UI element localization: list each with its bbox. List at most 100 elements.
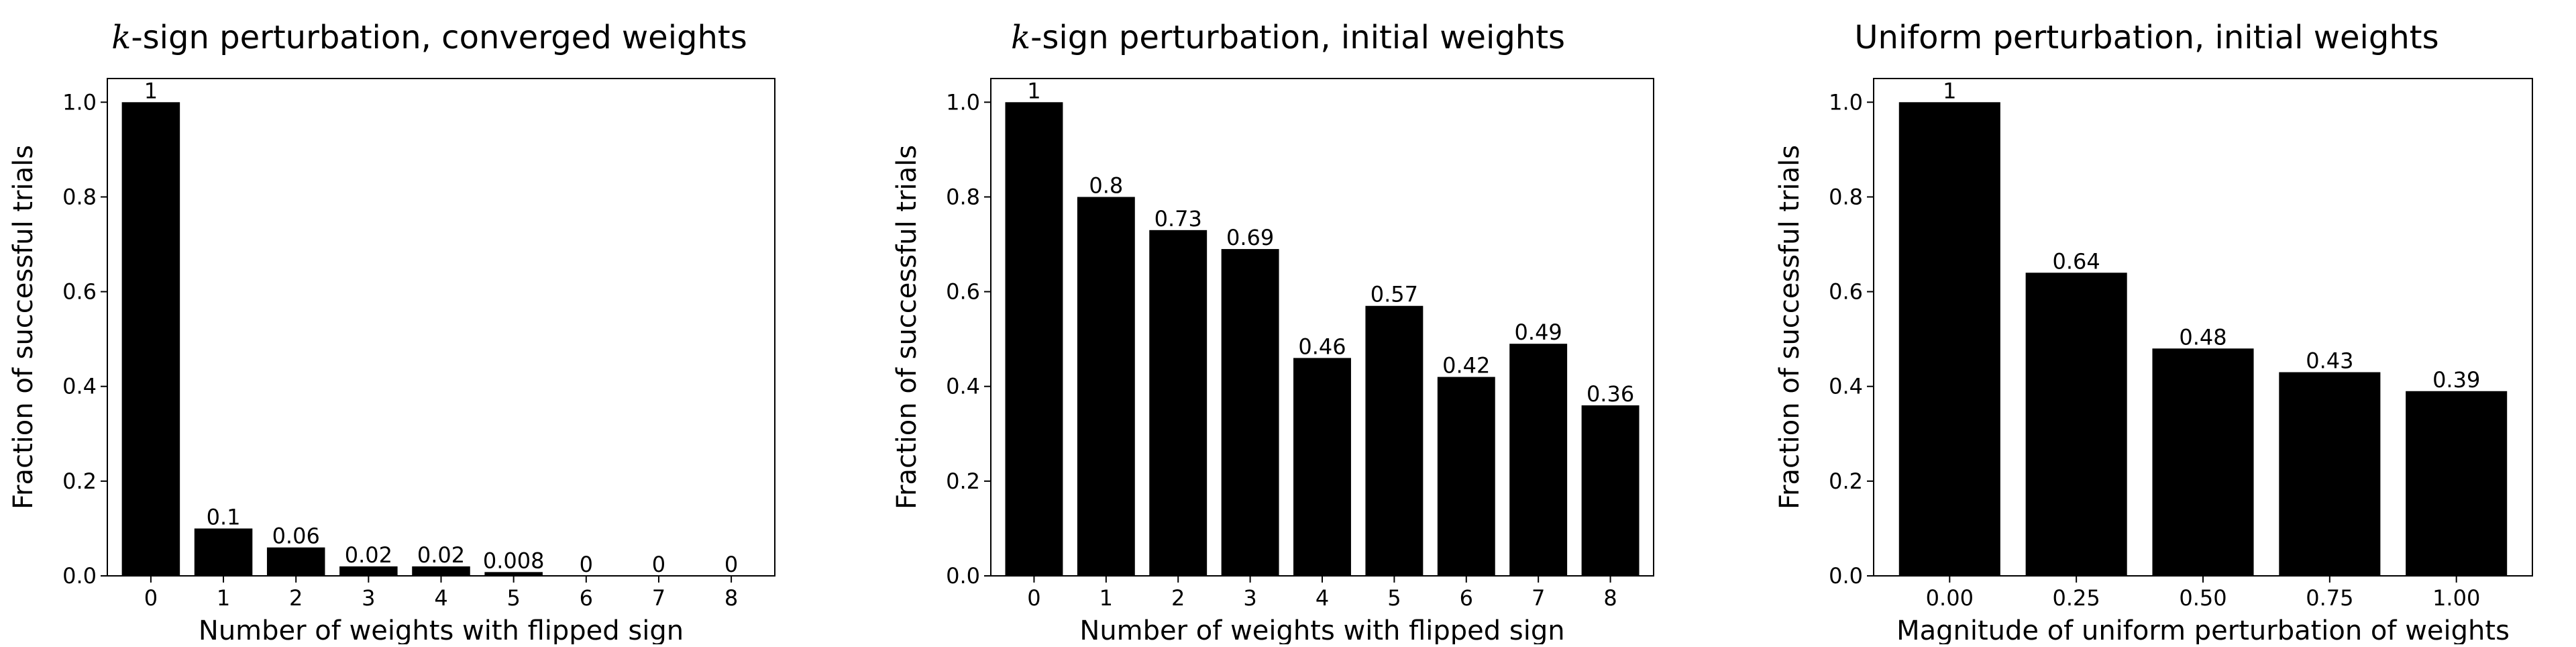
data-label: 0.1 bbox=[207, 504, 241, 530]
y-tick-label: 0.0 bbox=[946, 563, 980, 589]
plot-frame bbox=[107, 78, 775, 577]
y-tick-label: 0.8 bbox=[946, 184, 980, 209]
bars: 1 0.64 0.48 0.43 0.39 bbox=[1898, 78, 2508, 577]
chart-panel-uniform: Uniform perturbation, initial weights 1 0… bbox=[1717, 0, 2576, 646]
data-label: 0.64 bbox=[2053, 248, 2100, 274]
data-label: 0.02 bbox=[417, 542, 465, 568]
bar bbox=[1437, 377, 1495, 576]
y-axis: 0.0 0.2 0.4 0.6 0.8 1.0 bbox=[946, 89, 991, 589]
title-text: -sign perturbation, initial weights bbox=[1030, 19, 1566, 56]
title-variable: k bbox=[111, 19, 131, 56]
data-label: 0 bbox=[580, 552, 593, 577]
y-axis-label: Fraction of successful trials bbox=[8, 145, 39, 509]
x-tick-label: 1 bbox=[217, 585, 230, 611]
title-text: -sign perturbation, converged weights bbox=[131, 19, 747, 56]
y-axis: 0.0 0.2 0.4 0.6 0.8 1.0 bbox=[62, 89, 107, 589]
y-tick-label: 1.0 bbox=[1829, 89, 1863, 115]
y-tick-label: 0.8 bbox=[1829, 184, 1863, 209]
bar bbox=[1581, 405, 1640, 576]
bar bbox=[2152, 348, 2254, 576]
x-tick-label: 7 bbox=[652, 585, 665, 611]
data-label: 0.008 bbox=[483, 548, 545, 573]
bar bbox=[339, 566, 398, 576]
data-label: 0.49 bbox=[1515, 319, 1562, 345]
chart-svg: 1 0.1 0.06 0.02 0.02 0.008 0 0 0 0.0 0.2 0.4 0.6 0.8 1… bbox=[8, 78, 775, 646]
bars: 1 0.1 0.06 0.02 0.02 0.008 0 0 0 bbox=[121, 78, 738, 577]
data-label: 0.57 bbox=[1371, 282, 1418, 307]
chart-title: k-sign perturbation, converged weights bbox=[0, 19, 859, 56]
data-label: 1 bbox=[1027, 78, 1040, 103]
y-tick-label: 1.0 bbox=[62, 89, 97, 115]
chart-svg: 1 0.8 0.73 0.69 0.46 0.57 0.4 2 0.49 0.36 0.0 0.2 0.… bbox=[892, 78, 1654, 646]
y-tick-label: 0.2 bbox=[946, 468, 980, 494]
x-tick-label: 0.75 bbox=[2306, 585, 2353, 611]
data-label: 0 bbox=[724, 552, 738, 577]
y-tick-label: 0.6 bbox=[1829, 279, 1863, 305]
x-tick-label: 4 bbox=[434, 585, 447, 611]
chart-title: k-sign perturbation, initial weights bbox=[859, 19, 1717, 56]
y-tick-label: 0.8 bbox=[62, 184, 97, 209]
x-tick-label: 8 bbox=[724, 585, 738, 611]
data-label: 0.06 bbox=[272, 524, 320, 549]
x-tick-label: 5 bbox=[506, 585, 520, 611]
bar bbox=[1898, 102, 2000, 577]
bar bbox=[484, 572, 543, 576]
x-tick-label: 6 bbox=[580, 585, 593, 611]
data-label: 0.8 bbox=[1089, 172, 1123, 198]
y-tick-label: 0.4 bbox=[62, 374, 97, 399]
data-label: 0.02 bbox=[345, 542, 392, 568]
x-tick-label: 6 bbox=[1460, 585, 1473, 611]
data-label: 0.36 bbox=[1587, 381, 1634, 407]
bar bbox=[1293, 358, 1351, 576]
x-axis: 0.00 0.25 0.50 0.75 1.00 bbox=[1926, 576, 2480, 611]
x-tick-label: 2 bbox=[1171, 585, 1185, 611]
bar bbox=[194, 528, 253, 576]
data-label: 0.69 bbox=[1226, 225, 1274, 250]
data-label: 0.46 bbox=[1298, 334, 1346, 359]
bar bbox=[121, 102, 180, 577]
y-tick-label: 0.6 bbox=[62, 279, 97, 305]
data-label: 0.43 bbox=[2306, 348, 2353, 374]
y-tick-label: 1.0 bbox=[946, 89, 980, 115]
y-axis: 0.0 0.2 0.4 0.6 0.8 1.0 bbox=[1829, 89, 1874, 589]
y-axis-label: Fraction of successful trials bbox=[892, 145, 922, 509]
bars: 1 0.8 0.73 0.69 0.46 0.57 0.42 0.49 0.36 bbox=[1005, 78, 1640, 577]
x-tick-label: 0 bbox=[144, 585, 158, 611]
chart-title: Uniform perturbation, initial weights bbox=[1717, 19, 2576, 56]
title-variable: k bbox=[1010, 19, 1031, 56]
bar bbox=[2025, 272, 2127, 576]
x-tick-label: 0 bbox=[1027, 585, 1040, 611]
data-label: 0.39 bbox=[2432, 367, 2480, 393]
x-tick-label: 2 bbox=[289, 585, 303, 611]
y-tick-label: 0.4 bbox=[946, 374, 980, 399]
x-tick-label: 0.50 bbox=[2179, 585, 2226, 611]
x-tick-label: 1.00 bbox=[2432, 585, 2480, 611]
x-axis: 0 1 2 3 4 5 6 7 8 bbox=[144, 576, 738, 611]
x-tick-label: 4 bbox=[1316, 585, 1329, 611]
bar bbox=[1149, 230, 1208, 577]
x-axis: 0 1 2 3 4 5 6 7 8 bbox=[1027, 576, 1617, 611]
x-tick-label: 0.00 bbox=[1926, 585, 1974, 611]
x-axis-label: Magnitude of uniform perturbation of wei… bbox=[1896, 615, 2510, 644]
x-tick-label: 5 bbox=[1387, 585, 1401, 611]
bar bbox=[2406, 391, 2508, 576]
bar bbox=[412, 566, 470, 576]
bar bbox=[1365, 305, 1424, 576]
y-tick-label: 0.0 bbox=[62, 563, 97, 589]
data-label: 1 bbox=[144, 78, 158, 103]
y-tick-label: 0.4 bbox=[1829, 374, 1863, 399]
y-tick-label: 0.0 bbox=[1829, 563, 1863, 589]
x-axis-label: Number of weights with flipped sign bbox=[199, 615, 684, 644]
bar bbox=[266, 547, 325, 576]
bar bbox=[2279, 372, 2381, 576]
y-tick-label: 0.2 bbox=[62, 468, 97, 494]
chart-svg: 10.640.480.430.390.00.20.40.60.81.00.00 0… bbox=[1774, 78, 2533, 646]
x-tick-label: 0.25 bbox=[2053, 585, 2100, 611]
chart-panel-converged: k-sign perturbation, converged weights 1… bbox=[0, 0, 859, 646]
x-tick-label: 8 bbox=[1603, 585, 1617, 611]
data-label: 0.73 bbox=[1155, 206, 1202, 232]
data-label: 0 bbox=[652, 552, 665, 577]
data-label: 1 bbox=[1943, 78, 1956, 103]
y-axis-label: Fraction of successful trials bbox=[1774, 145, 1805, 509]
